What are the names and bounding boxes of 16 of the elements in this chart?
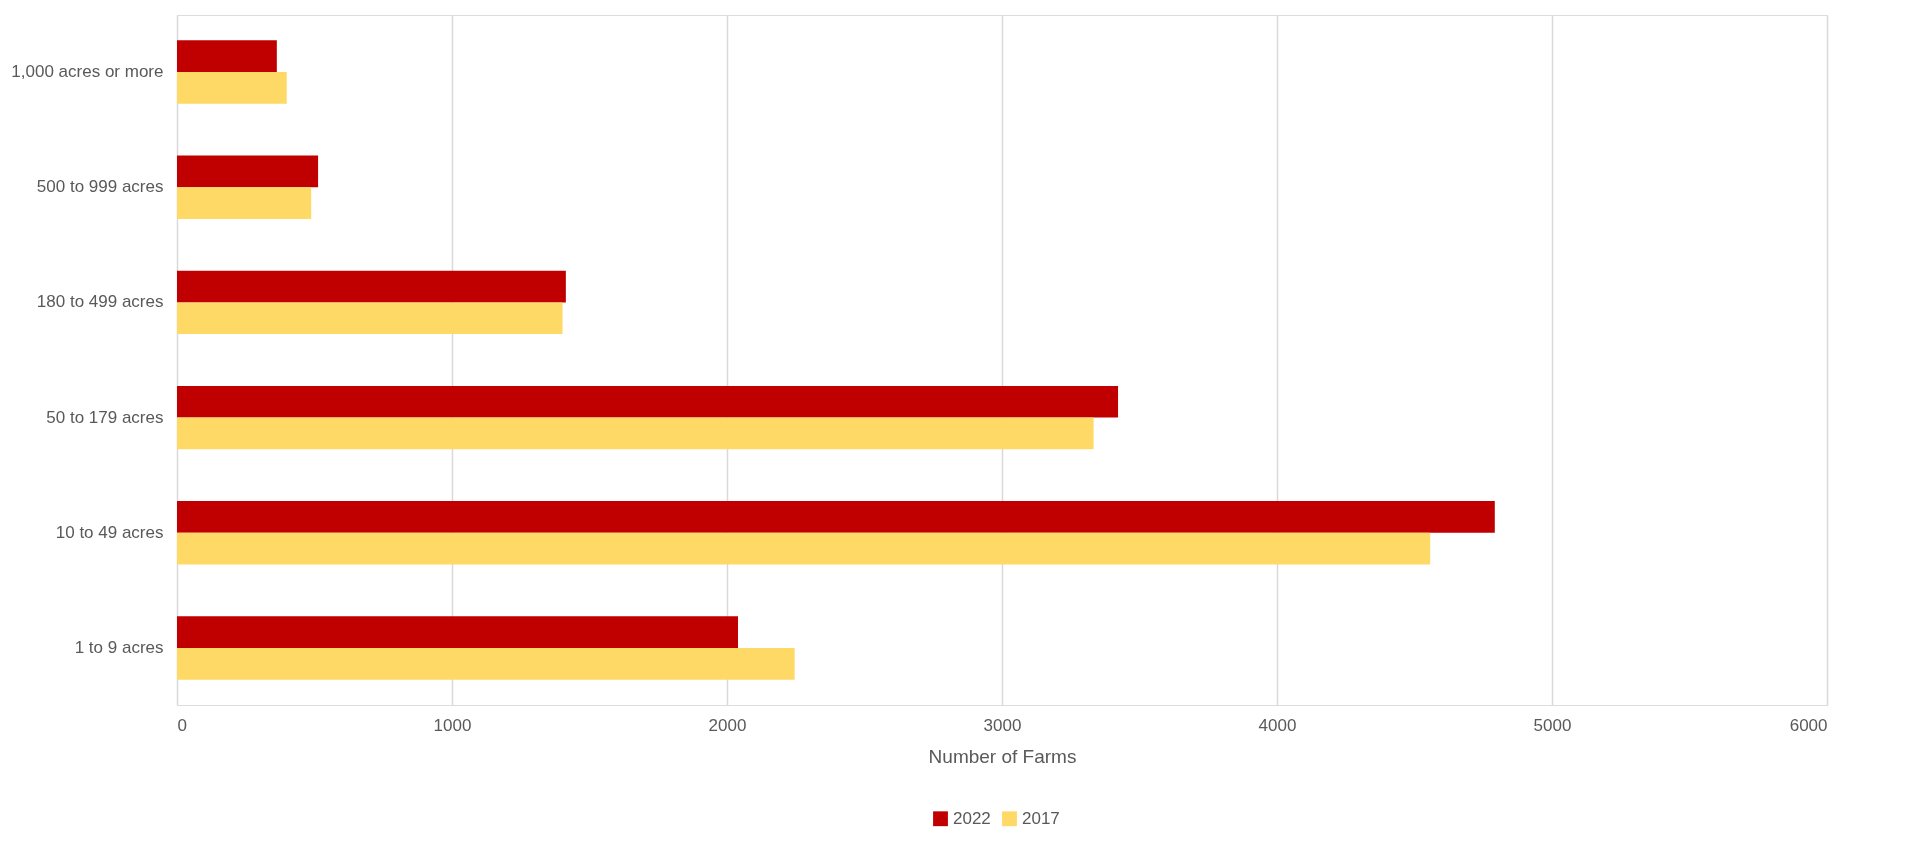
x-tick-label: 0 [177, 715, 187, 735]
x-tick-label: 5000 [1533, 715, 1572, 735]
legend-label: 2017 [1022, 808, 1060, 828]
x-tick-label: 4000 [1258, 715, 1297, 735]
x-tick-label: 2000 [708, 715, 747, 735]
x-axis-title: Number of Farms [928, 745, 1077, 767]
y-tick-label: 10 to 49 acres [55, 522, 164, 542]
x-tick-label: 1000 [433, 715, 472, 735]
y-tick-label: 1,000 acres or more [11, 62, 164, 82]
y-tick-label: 180 to 499 acres [36, 292, 164, 312]
y-tick-label: 50 to 179 acres [46, 407, 164, 427]
x-tick-label: 3000 [983, 715, 1022, 735]
x-tick-label: 6000 [1789, 715, 1828, 735]
y-tick-label: 1 to 9 acres [74, 637, 164, 657]
y-tick-label: 500 to 999 acres [36, 177, 164, 197]
legend-label: 2022 [953, 808, 991, 828]
